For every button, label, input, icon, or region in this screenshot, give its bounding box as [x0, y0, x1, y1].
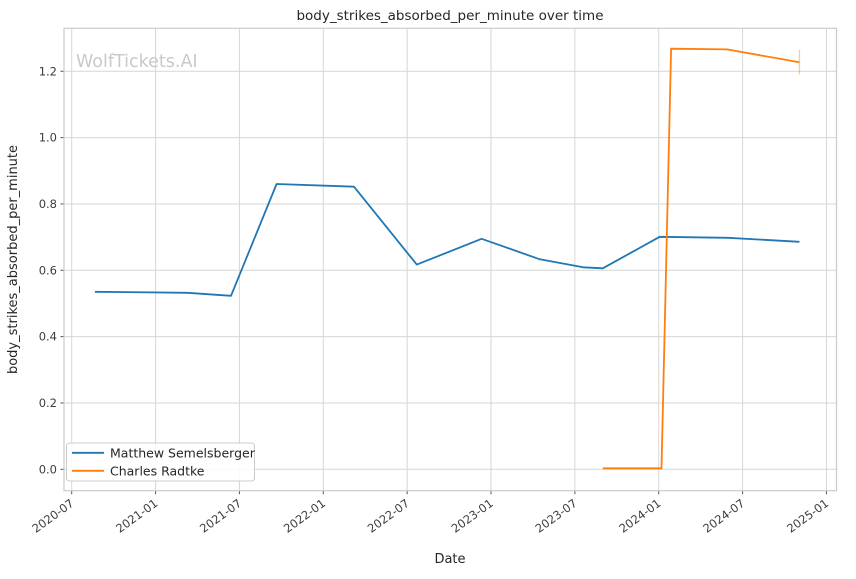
data-series	[94, 47, 801, 470]
x-tick-label: 2021-01	[113, 496, 160, 536]
legend-label: Charles Radtke	[110, 463, 205, 478]
legend-box	[66, 442, 255, 482]
y-tick-labels: 0.0 0.2 0.4 0.6 0.8 1.0 1.2	[39, 64, 57, 476]
legend-label: Matthew Semelsberger	[110, 445, 256, 460]
legend: Matthew Semelsberger Charles Radtke	[66, 442, 256, 482]
x-tick-label: 2023-01	[449, 496, 496, 536]
x-tick-label: 2022-01	[281, 496, 328, 536]
series-line-charles-radtke	[602, 47, 800, 470]
x-tick-labels: 2020-07 2021-01 2021-07 2022-01 2022-07 2023-…	[29, 496, 831, 536]
watermark: WolfTickets.AI	[76, 52, 198, 72]
y-tick-label: 0.2	[39, 396, 57, 410]
x-tick-label: 2020-07	[29, 496, 76, 536]
x-tick-label: 2025-01	[784, 496, 831, 536]
y-tick-label: 0.4	[39, 330, 57, 344]
axis-tick-marks	[60, 70, 827, 495]
y-tick-label: 0.6	[39, 263, 57, 277]
x-axis-label: Date	[434, 552, 465, 567]
y-tick-label: 1.0	[39, 131, 57, 145]
y-axis-label: body_strikes_absorbed_per_minute	[6, 145, 21, 374]
x-tick-label: 2022-07	[365, 496, 412, 536]
y-tick-label: 1.2	[39, 64, 57, 78]
y-tick-label: 0.0	[39, 462, 57, 476]
chart-title: body_strikes_absorbed_per_minute over ti…	[296, 8, 603, 24]
plot-area-border	[63, 27, 838, 492]
x-tick-label: 2023-07	[533, 496, 580, 536]
x-tick-label: 2024-07	[700, 496, 747, 536]
series-line-matthew-semelsberger	[94, 183, 800, 297]
y-tick-label: 0.8	[39, 197, 57, 211]
x-tick-label: 2021-07	[197, 496, 244, 536]
x-tick-label: 2024-01	[616, 496, 663, 536]
gridlines	[64, 28, 837, 491]
